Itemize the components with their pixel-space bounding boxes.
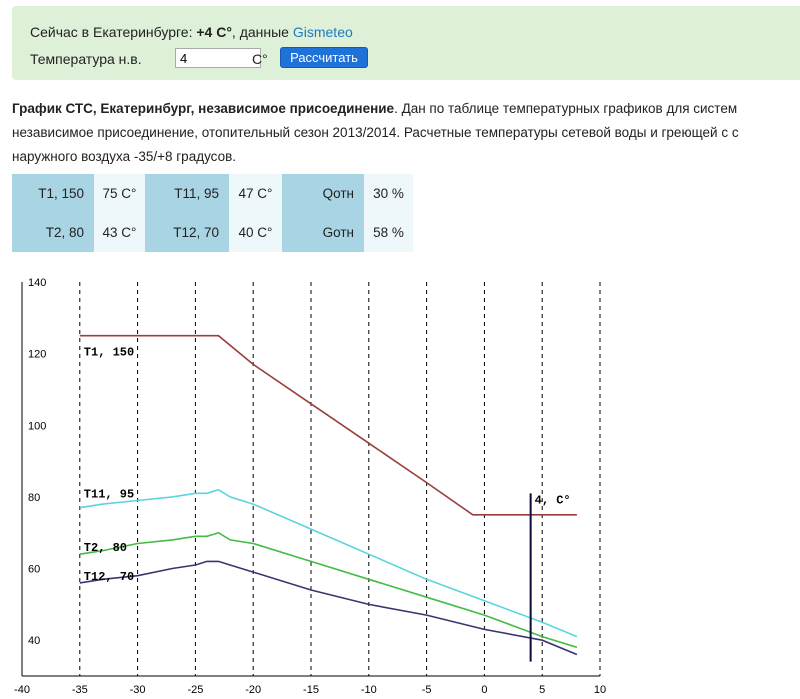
x-tick-label: -20 bbox=[245, 684, 261, 696]
temperature-unit: С° bbox=[252, 51, 268, 67]
x-tick-label: -10 bbox=[361, 684, 377, 696]
temperature-input[interactable] bbox=[175, 48, 261, 68]
x-tick-label: 0 bbox=[481, 684, 487, 696]
temperature-label: Температура н.в. bbox=[30, 51, 142, 67]
y-tick-label: 100 bbox=[28, 420, 46, 432]
param-key: T1, 150 bbox=[12, 174, 94, 213]
params-row: T1, 150 75 С° T11, 95 47 С° Qотн 30 % bbox=[12, 174, 413, 213]
x-tick-label: 10 bbox=[594, 684, 606, 696]
y-tick-label: 40 bbox=[28, 635, 40, 647]
y-tick-label: 120 bbox=[28, 349, 46, 361]
param-value: 43 С° bbox=[94, 213, 145, 252]
x-tick-label: 5 bbox=[539, 684, 545, 696]
temperature-chart: 40 60 80 100 120 140 -40 -35 -30 -25 -20 -15 -10 -5 0 5… bbox=[14, 277, 606, 696]
param-key: Gотн bbox=[282, 213, 364, 252]
current-weather-prefix: Сейчас в Екатеринбурге: bbox=[30, 24, 193, 40]
series-line bbox=[79, 488, 578, 638]
x-tick-label: -30 bbox=[130, 684, 146, 696]
param-value: 58 % bbox=[364, 213, 413, 252]
x-tick-label: -5 bbox=[422, 684, 432, 696]
series-label: T11, 95 bbox=[84, 488, 134, 502]
params-table: T1, 150 75 С° T11, 95 47 С° Qотн 30 % T2… bbox=[12, 174, 413, 252]
y-tick-label: 140 bbox=[28, 277, 46, 289]
param-key: T12, 70 bbox=[145, 213, 229, 252]
calculate-button[interactable]: Рассчитать bbox=[280, 47, 368, 68]
description-line3: наружного воздуха -35/+8 градусов. bbox=[12, 149, 237, 164]
series-line bbox=[79, 531, 578, 649]
current-temp: +4 С° bbox=[196, 24, 232, 40]
description-line2: независимое присоединение, отопительный … bbox=[12, 125, 739, 140]
series-line bbox=[79, 334, 577, 516]
series-label: T2, 80 bbox=[84, 541, 127, 555]
gismeteo-link[interactable]: Gismeteo bbox=[292, 24, 353, 40]
x-tick-label: -15 bbox=[303, 684, 319, 696]
param-value: 75 С° bbox=[94, 174, 145, 213]
description-title: График СТС, Екатеринбург, независимое пр… bbox=[12, 101, 395, 116]
param-value: 30 % bbox=[364, 174, 413, 213]
y-tick-label: 80 bbox=[28, 492, 40, 504]
param-value: 40 С° bbox=[229, 213, 282, 252]
y-tick-label: 60 bbox=[28, 564, 40, 576]
x-tick-label: -25 bbox=[187, 684, 203, 696]
param-value: 47 С° bbox=[229, 174, 282, 213]
series-line bbox=[79, 560, 578, 656]
description-line1: . Дан по таблице температурных графиков … bbox=[394, 101, 738, 116]
description: График СТС, Екатеринбург, независимое пр… bbox=[12, 97, 800, 169]
x-tick-label: -35 bbox=[72, 684, 88, 696]
series-label: T1, 150 bbox=[84, 346, 134, 360]
current-weather-middle: , данные bbox=[231, 24, 289, 40]
param-key: Qотн bbox=[282, 174, 364, 213]
param-key: T11, 95 bbox=[145, 174, 229, 213]
weather-panel: Сейчас в Екатеринбурге: +4 С°, данные Gi… bbox=[12, 6, 800, 80]
x-tick-label: -40 bbox=[14, 684, 30, 696]
param-key: T2, 80 bbox=[12, 213, 94, 252]
current-weather: Сейчас в Екатеринбурге: +4 С°, данные Gi… bbox=[30, 24, 353, 40]
series-label: T12, 70 bbox=[84, 570, 134, 584]
current-temp-marker-label: 4, С° bbox=[535, 493, 571, 507]
params-row: T2, 80 43 С° T12, 70 40 С° Gотн 58 % bbox=[12, 213, 413, 252]
